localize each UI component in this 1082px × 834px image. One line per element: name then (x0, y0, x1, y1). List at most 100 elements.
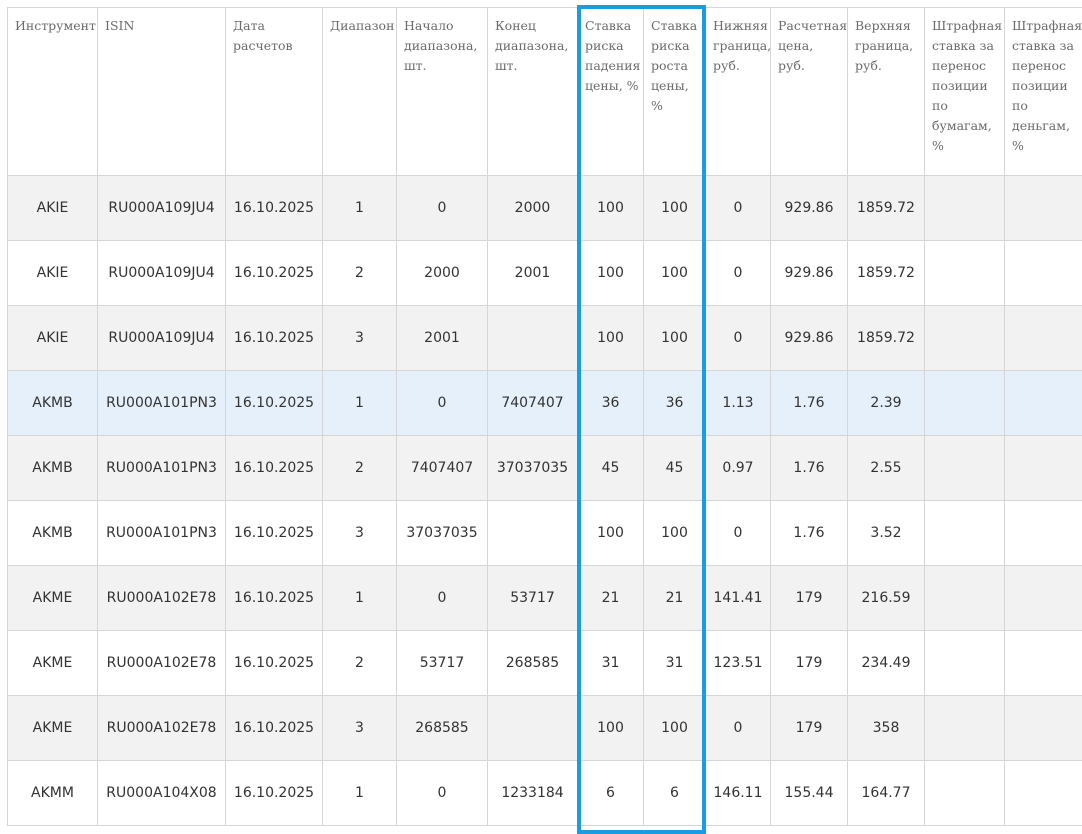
lower-bound-cell: 1.13 (705, 370, 771, 436)
column-header-range-start[interactable]: Начало диапазона, шт. (396, 7, 488, 176)
table-row[interactable]: AKIE RU000A109JU4 16.10.2025 2 2000 2001 100 10… (7, 240, 1082, 306)
upper-bound-cell: 3.52 (847, 500, 925, 566)
price-rise-risk-cell: 45 (643, 435, 706, 501)
settlement-price-cell: 929.86 (770, 175, 848, 241)
cash-penalty-cell (1004, 305, 1082, 371)
settlement-price-cell: 1.76 (770, 500, 848, 566)
price-drop-risk-cell: 100 (577, 695, 644, 761)
range-end-cell: 268585 (487, 630, 578, 696)
price-drop-risk-cell: 100 (577, 305, 644, 371)
range-end-cell: 2000 (487, 175, 578, 241)
securities-penalty-cell (924, 695, 1005, 761)
range-start-cell: 0 (396, 175, 488, 241)
instrument-cell: AKIE (7, 305, 98, 371)
settlement-date-cell: 16.10.2025 (225, 435, 323, 501)
settlement-price-cell: 179 (770, 630, 848, 696)
range-end-cell (487, 695, 578, 761)
lower-bound-cell: 0 (705, 175, 771, 241)
upper-bound-cell: 1859.72 (847, 240, 925, 306)
cash-penalty-cell (1004, 370, 1082, 436)
column-header-lower-bound[interactable]: Нижняя граница, руб. (705, 7, 771, 176)
column-header-price-rise-risk-rate[interactable]: Ставка риска роста цены, % (643, 7, 706, 176)
table-body: AKIE RU000A109JU4 16.10.2025 1 0 2000 100 100 0 9… (7, 175, 1082, 826)
table-row[interactable]: AKMM RU000A104X08 16.10.2025 1 0 1233184 6 6 146… (7, 760, 1082, 826)
range-end-cell: 2001 (487, 240, 578, 306)
instrument-cell: AKIE (7, 240, 98, 306)
upper-bound-cell: 216.59 (847, 565, 925, 631)
securities-penalty-cell (924, 500, 1005, 566)
upper-bound-cell: 1859.72 (847, 175, 925, 241)
table-row[interactable]: AKIE RU000A109JU4 16.10.2025 1 0 2000 100 100 0 9… (7, 175, 1082, 241)
upper-bound-cell: 164.77 (847, 760, 925, 826)
column-header-upper-bound[interactable]: Верхняя граница, руб. (847, 7, 925, 176)
range-end-cell: 1233184 (487, 760, 578, 826)
instrument-cell: AKMB (7, 370, 98, 436)
range-start-cell: 0 (396, 565, 488, 631)
cash-penalty-cell (1004, 500, 1082, 566)
price-rise-risk-cell: 36 (643, 370, 706, 436)
table-row[interactable]: AKME RU000A102E78 16.10.2025 3 268585 100 100 0… (7, 695, 1082, 761)
isin-cell: RU000A101PN3 (97, 500, 226, 566)
isin-cell: RU000A101PN3 (97, 435, 226, 501)
column-header-cash-penalty-rate[interactable]: Штрафная ставка за перенос позиции по де… (1004, 7, 1082, 176)
price-rise-risk-cell: 100 (643, 500, 706, 566)
isin-cell: RU000A101PN3 (97, 370, 226, 436)
range-cell: 2 (322, 240, 397, 306)
settlement-price-cell: 929.86 (770, 305, 848, 371)
range-end-cell: 7407407 (487, 370, 578, 436)
instrument-cell: AKME (7, 630, 98, 696)
lower-bound-cell: 0 (705, 240, 771, 306)
table-row[interactable]: AKME RU000A102E78 16.10.2025 2 53717 268585 31… (7, 630, 1082, 696)
table-row[interactable]: AKMB RU000A101PN3 16.10.2025 2 7407407 370370… (7, 435, 1082, 501)
instrument-cell: AKME (7, 565, 98, 631)
settlement-price-cell: 179 (770, 565, 848, 631)
lower-bound-cell: 123.51 (705, 630, 771, 696)
settlement-date-cell: 16.10.2025 (225, 500, 323, 566)
column-header-price-drop-risk-rate[interactable]: Ставка риска падения цены, % (577, 7, 644, 176)
securities-penalty-cell (924, 565, 1005, 631)
price-rise-risk-cell: 100 (643, 240, 706, 306)
column-header-range[interactable]: Диапазон (322, 7, 397, 176)
price-drop-risk-cell: 100 (577, 240, 644, 306)
settlement-price-cell: 155.44 (770, 760, 848, 826)
range-end-cell: 37037035 (487, 435, 578, 501)
column-header-securities-penalty-rate[interactable]: Штрафная ставка за перенос позиции по бу… (924, 7, 1005, 176)
isin-cell: RU000A102E78 (97, 695, 226, 761)
securities-penalty-cell (924, 175, 1005, 241)
range-cell: 1 (322, 760, 397, 826)
column-header-range-end[interactable]: Конец диапазона, шт. (487, 7, 578, 176)
price-drop-risk-cell: 31 (577, 630, 644, 696)
column-header-isin[interactable]: ISIN (97, 7, 226, 176)
settlement-date-cell: 16.10.2025 (225, 565, 323, 631)
column-header-settlement-price[interactable]: Расчетная цена, руб. (770, 7, 848, 176)
lower-bound-cell: 146.11 (705, 760, 771, 826)
column-header-settlement-date[interactable]: Дата расчетов (225, 7, 323, 176)
lower-bound-cell: 0 (705, 695, 771, 761)
upper-bound-cell: 358 (847, 695, 925, 761)
settlement-price-cell: 179 (770, 695, 848, 761)
column-header-instrument[interactable]: Инструмент (7, 7, 98, 176)
price-rise-risk-cell: 100 (643, 695, 706, 761)
upper-bound-cell: 234.49 (847, 630, 925, 696)
settlement-price-cell: 929.86 (770, 240, 848, 306)
table-row[interactable]: AKME RU000A102E78 16.10.2025 1 0 53717 21 21 141… (7, 565, 1082, 631)
settlement-date-cell: 16.10.2025 (225, 630, 323, 696)
range-end-cell: 53717 (487, 565, 578, 631)
price-drop-risk-cell: 45 (577, 435, 644, 501)
range-end-cell (487, 500, 578, 566)
price-rise-risk-cell: 21 (643, 565, 706, 631)
table-row[interactable]: AKIE RU000A109JU4 16.10.2025 3 2001 100 100 0 92… (7, 305, 1082, 371)
range-cell: 2 (322, 435, 397, 501)
price-drop-risk-cell: 100 (577, 175, 644, 241)
instrument-cell: AKMB (7, 435, 98, 501)
table-row[interactable]: AKMB RU000A101PN3 16.10.2025 3 37037035 100 10… (7, 500, 1082, 566)
table-header-row: Инструмент ISIN Дата расчетов Диапазон Н… (7, 7, 1082, 176)
lower-bound-cell: 0.97 (705, 435, 771, 501)
settlement-date-cell: 16.10.2025 (225, 695, 323, 761)
table-row[interactable]: AKMB RU000A101PN3 16.10.2025 1 0 7407407 36 36 1… (7, 370, 1082, 436)
lower-bound-cell: 141.41 (705, 565, 771, 631)
isin-cell: RU000A109JU4 (97, 305, 226, 371)
range-cell: 3 (322, 500, 397, 566)
range-start-cell: 7407407 (396, 435, 488, 501)
range-start-cell: 2001 (396, 305, 488, 371)
